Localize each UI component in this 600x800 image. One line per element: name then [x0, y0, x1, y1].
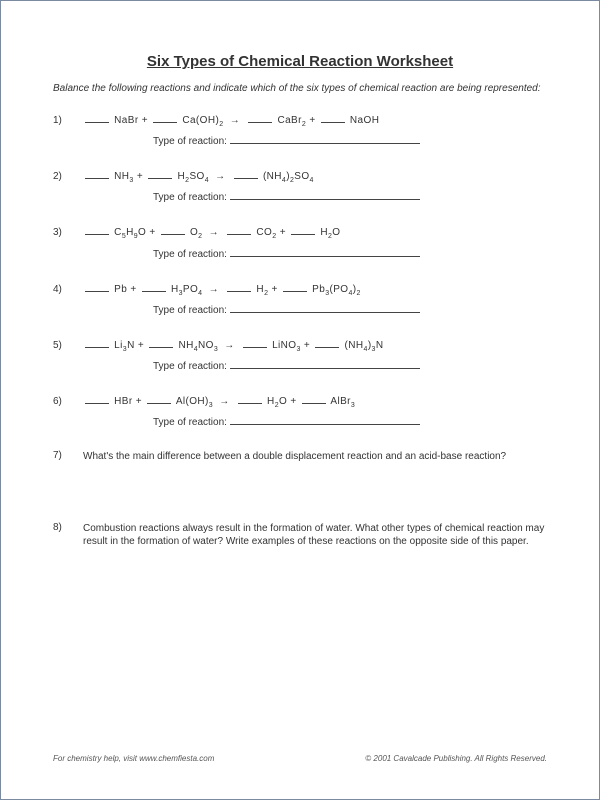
question-row: 3) C5H9O + O2 → CO2 + H2O — [53, 225, 547, 242]
text-question-8: 8) Combustion reactions always result in … — [53, 522, 547, 549]
type-answer-line — [230, 143, 420, 144]
question-5: 5) Li3N + NH4NO3 → LiNO3 + (NH4)3N Type o… — [53, 338, 547, 372]
type-answer-line — [230, 256, 420, 257]
question-number: 4) — [53, 284, 71, 295]
instructions: Balance the following reactions and indi… — [53, 82, 547, 95]
equation: Pb + H3PO4 → H2 + Pb3(PO4)2 — [83, 282, 547, 299]
question-number: 7) — [53, 450, 71, 461]
type-row: Type of reaction: — [153, 249, 547, 260]
equation: HBr + Al(OH)3 → H2O + AlBr3 — [83, 394, 547, 411]
type-row: Type of reaction: — [153, 136, 547, 147]
type-row: Type of reaction: — [153, 417, 547, 428]
question-1: 1) NaBr + Ca(OH)2 → CaBr2 + NaOH Type of … — [53, 113, 547, 147]
type-answer-line — [230, 368, 420, 369]
question-6: 6) HBr + Al(OH)3 → H2O + AlBr3 Type of re… — [53, 394, 547, 428]
type-label: Type of reaction: — [153, 249, 227, 260]
question-number: 8) — [53, 522, 71, 533]
equation: NH3 + H2SO4 → (NH4)2SO4 — [83, 169, 547, 186]
footer: For chemistry help, visit www.chemfiesta… — [53, 754, 547, 763]
page-frame: Six Types of Chemical Reaction Worksheet… — [0, 0, 600, 800]
text-question-7: 7) What's the main difference between a d… — [53, 450, 547, 464]
text-question-list: 7) What's the main difference between a d… — [53, 450, 547, 549]
question-row: 1) NaBr + Ca(OH)2 → CaBr2 + NaOH — [53, 113, 547, 130]
question-row: 4) Pb + H3PO4 → H2 + Pb3(PO4)2 — [53, 282, 547, 299]
question-number: 6) — [53, 396, 71, 407]
footer-right: © 2001 Cavalcade Publishing. All Rights … — [365, 754, 547, 763]
question-row: 5) Li3N + NH4NO3 → LiNO3 + (NH4)3N — [53, 338, 547, 355]
question-number: 2) — [53, 171, 71, 182]
equation: NaBr + Ca(OH)2 → CaBr2 + NaOH — [83, 113, 547, 130]
question-row: 2) NH3 + H2SO4 → (NH4)2SO4 — [53, 169, 547, 186]
type-row: Type of reaction: — [153, 361, 547, 372]
type-row: Type of reaction: — [153, 192, 547, 203]
question-row: 6) HBr + Al(OH)3 → H2O + AlBr3 — [53, 394, 547, 411]
page-title: Six Types of Chemical Reaction Worksheet — [53, 53, 547, 70]
type-label: Type of reaction: — [153, 361, 227, 372]
equation-question-list: 1) NaBr + Ca(OH)2 → CaBr2 + NaOH Type of … — [53, 113, 547, 428]
question-text: What's the main difference between a dou… — [83, 450, 547, 464]
type-label: Type of reaction: — [153, 305, 227, 316]
type-answer-line — [230, 424, 420, 425]
type-label: Type of reaction: — [153, 417, 227, 428]
equation: Li3N + NH4NO3 → LiNO3 + (NH4)3N — [83, 338, 547, 355]
equation: C5H9O + O2 → CO2 + H2O — [83, 225, 547, 242]
question-number: 1) — [53, 115, 71, 126]
question-row: 8) Combustion reactions always result in … — [53, 522, 547, 549]
question-3: 3) C5H9O + O2 → CO2 + H2O Type of reactio… — [53, 225, 547, 259]
type-answer-line — [230, 312, 420, 313]
question-number: 3) — [53, 227, 71, 238]
worksheet-page: Six Types of Chemical Reaction Worksheet… — [13, 13, 587, 787]
type-label: Type of reaction: — [153, 136, 227, 147]
question-number: 5) — [53, 340, 71, 351]
question-2: 2) NH3 + H2SO4 → (NH4)2SO4 Type of reacti… — [53, 169, 547, 203]
question-4: 4) Pb + H3PO4 → H2 + Pb3(PO4)2 Type of re… — [53, 282, 547, 316]
question-text: Combustion reactions always result in th… — [83, 522, 547, 549]
type-label: Type of reaction: — [153, 192, 227, 203]
type-row: Type of reaction: — [153, 305, 547, 316]
type-answer-line — [230, 199, 420, 200]
question-row: 7) What's the main difference between a d… — [53, 450, 547, 464]
footer-left: For chemistry help, visit www.chemfiesta… — [53, 754, 214, 763]
